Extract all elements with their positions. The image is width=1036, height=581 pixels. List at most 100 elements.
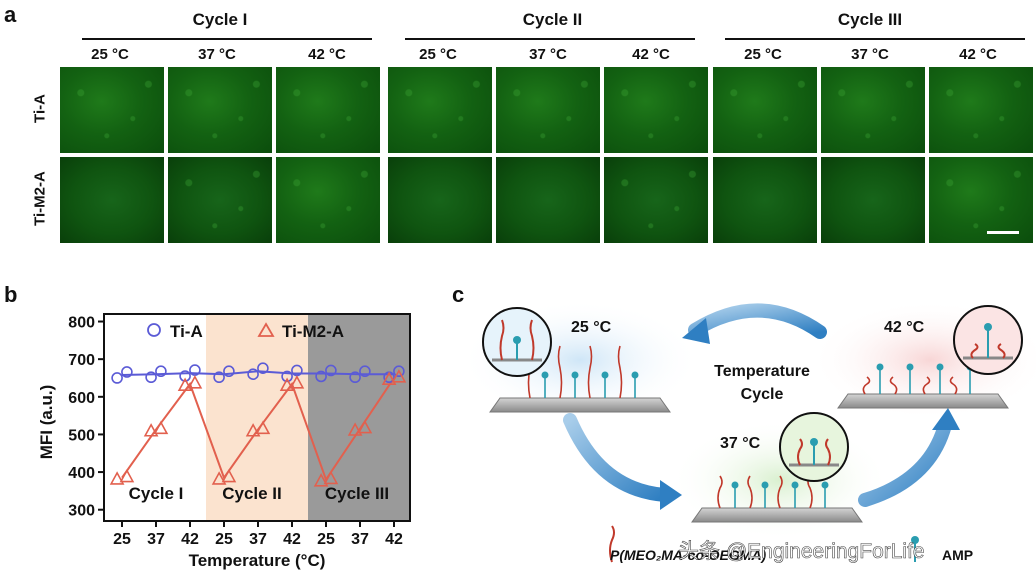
- chart-cycle-label-3: Cycle III: [325, 484, 389, 503]
- data-point-ti-a: [281, 370, 293, 383]
- chart-cycle-label-2: Cycle II: [222, 484, 282, 503]
- micrograph-tia-c3-37: [821, 67, 925, 153]
- x-tick-label: 25: [215, 531, 233, 548]
- temp-label-c1-42: 42 °C: [308, 46, 346, 63]
- arrow-42-to-25-head: [682, 318, 710, 344]
- surface-37c: [691, 507, 863, 523]
- temperature-cycle-text-1: Temperature: [714, 363, 810, 380]
- x-tick-label: 42: [181, 531, 199, 548]
- schematic-label-37c: 37 °C: [720, 435, 761, 452]
- zoom-amp-42c: [984, 323, 992, 331]
- micrograph-tia-c2-25: [388, 67, 492, 153]
- data-point-ti-m2-a: [187, 375, 203, 389]
- data-point-ti-m2-a: [347, 422, 363, 436]
- micrograph-tim2a-c2-25: [388, 157, 492, 243]
- panel-b-letter: b: [4, 282, 18, 307]
- scale-bar: [987, 231, 1019, 234]
- temp-label-c2-25: 25 °C: [419, 46, 457, 63]
- data-point-ti-a: [213, 371, 225, 384]
- y-tick-label: 800: [68, 315, 95, 332]
- data-point-ti-a: [349, 371, 361, 384]
- arrow-37-to-42: [858, 418, 952, 507]
- amp-heads-25c: [541, 371, 639, 379]
- y-tick-label: 400: [68, 465, 95, 482]
- zoom-amp-37c: [810, 438, 818, 446]
- data-point-ti-a: [121, 366, 133, 378]
- data-point-ti-a: [257, 362, 269, 375]
- surface-25c: [489, 397, 671, 413]
- y-axis-label: MFI (a.u.): [37, 385, 56, 460]
- legend-label-ti-a: Ti-A: [170, 322, 203, 341]
- data-point-ti-a: [155, 365, 167, 378]
- micrograph-tim2a-c3-42: [929, 157, 1033, 243]
- x-tick-label: 37: [351, 531, 369, 548]
- data-point-ti-a: [179, 370, 191, 382]
- data-point-ti-m2-a: [289, 375, 305, 389]
- micrograph-tim2a-c2-37: [496, 157, 600, 243]
- x-axis-ticks: 25 37 42 25 37 42 25 37 42: [113, 521, 403, 548]
- row-label-ti-a: Ti-A: [31, 94, 49, 123]
- data-point-ti-m2-a: [313, 473, 329, 487]
- data-point-ti-a: [247, 368, 259, 381]
- surface-42c: [837, 393, 1009, 409]
- legend-amp-label: AMP: [942, 547, 973, 563]
- data-point-ti-m2-a: [177, 377, 193, 392]
- data-point-ti-a: [359, 365, 371, 378]
- temperature-cycle-schematic: 25 °C 37 °C 42 °C Temperature Cycle P(ME…: [470, 300, 1036, 563]
- data-point-ti-a: [223, 365, 235, 378]
- cycle-underline-3: [725, 38, 1025, 40]
- zoom-content-42c: [963, 330, 1013, 360]
- temperature-cycle-text-2: Cycle: [741, 386, 784, 403]
- x-tick-label: 37: [147, 531, 165, 548]
- y-tick-label: 600: [68, 390, 95, 407]
- data-point-ti-m2-a: [143, 423, 159, 437]
- micrograph-tia-c2-37: [496, 67, 600, 153]
- micrograph-tia-c3-25: [713, 67, 817, 153]
- y-tick-label: 700: [68, 352, 95, 369]
- x-tick-label: 25: [317, 531, 335, 548]
- arrow-37-to-42-head: [932, 408, 960, 430]
- temp-label-c2-37: 37 °C: [529, 46, 567, 63]
- data-point-ti-m2-a: [245, 423, 261, 437]
- micrograph-tim2a-c3-25: [713, 157, 817, 243]
- zoom-content-25c: [492, 319, 542, 362]
- row-label-ti-m2-a: Ti-M2-A: [31, 171, 49, 226]
- micrograph-tia-c3-42: [929, 67, 1033, 153]
- cycle-title-2: Cycle II: [522, 10, 583, 29]
- data-point-ti-a: [145, 371, 157, 384]
- cycle-title-3: Cycle III: [837, 10, 903, 29]
- data-point-ti-m2-a: [323, 470, 339, 485]
- x-tick-label: 42: [283, 531, 301, 548]
- x-tick-label: 42: [385, 531, 403, 548]
- cycle-underline-2: [405, 38, 695, 40]
- panel-a-letter: a: [4, 2, 17, 27]
- temp-label-c1-37: 37 °C: [198, 46, 236, 63]
- legend-polymer-label: P(MEO₂MA-co-OEGMA): [610, 547, 767, 563]
- micrograph-tim2a-c1-42: [276, 157, 380, 243]
- data-point-ti-a: [189, 364, 201, 376]
- micrograph-tim2a-c3-37: [821, 157, 925, 243]
- arrow-42-to-25: [688, 303, 827, 339]
- micrograph-tia-c1-25: [60, 67, 164, 153]
- data-point-ti-m2-a: [221, 468, 237, 483]
- micrograph-tia-c2-42: [604, 67, 708, 153]
- data-point-ti-m2-a: [279, 377, 295, 392]
- micrograph-tia-c1-37: [168, 67, 272, 153]
- data-point-ti-a: [325, 364, 337, 377]
- watermark: 头条 @EngineeringForLife: [678, 540, 925, 563]
- schematic-label-42c: 42 °C: [884, 319, 925, 336]
- temp-label-c2-42: 42 °C: [632, 46, 670, 63]
- legend-polymer-icon: [609, 525, 615, 563]
- data-point-ti-m2-a: [381, 371, 397, 385]
- data-point-ti-m2-a: [119, 468, 135, 483]
- series-points: [109, 362, 407, 487]
- data-point-ti-m2-a: [211, 471, 227, 485]
- mfi-chart: 300 400 500 600 700 800 25 37 42 25 37 42 25 37 42 Ti…: [37, 313, 411, 570]
- legend-amp-icon: [911, 536, 919, 544]
- micrograph-tim2a-c1-37: [168, 157, 272, 243]
- micrograph-tia-c1-42: [276, 67, 380, 153]
- data-point-ti-m2-a: [153, 420, 169, 435]
- data-point-ti-m2-a: [109, 471, 125, 485]
- chart-cycle-label-1: Cycle I: [129, 484, 184, 503]
- legend-marker-ti-a: [147, 323, 161, 337]
